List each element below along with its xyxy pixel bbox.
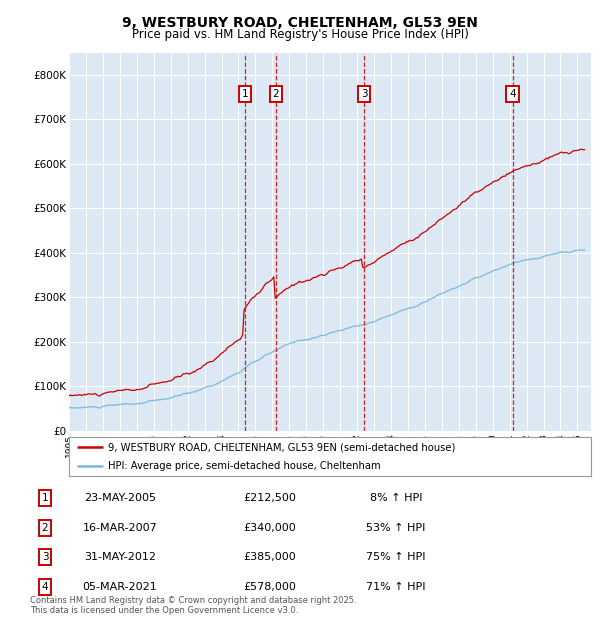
Text: Contains HM Land Registry data © Crown copyright and database right 2025.
This d: Contains HM Land Registry data © Crown c… [30, 596, 356, 615]
Text: £578,000: £578,000 [244, 582, 296, 592]
Text: 2: 2 [272, 89, 279, 99]
Text: 1: 1 [242, 89, 248, 99]
Text: HPI: Average price, semi-detached house, Cheltenham: HPI: Average price, semi-detached house,… [108, 461, 381, 471]
Text: 4: 4 [41, 582, 49, 592]
Text: 53% ↑ HPI: 53% ↑ HPI [367, 523, 425, 533]
Text: 2: 2 [41, 523, 49, 533]
Text: 16-MAR-2007: 16-MAR-2007 [83, 523, 157, 533]
Text: 31-MAY-2012: 31-MAY-2012 [84, 552, 156, 562]
Text: 8% ↑ HPI: 8% ↑ HPI [370, 493, 422, 503]
Text: 9, WESTBURY ROAD, CHELTENHAM, GL53 9EN: 9, WESTBURY ROAD, CHELTENHAM, GL53 9EN [122, 16, 478, 30]
Text: £212,500: £212,500 [244, 493, 296, 503]
Text: 71% ↑ HPI: 71% ↑ HPI [366, 582, 426, 592]
Text: 23-MAY-2005: 23-MAY-2005 [84, 493, 156, 503]
Text: £385,000: £385,000 [244, 552, 296, 562]
Text: £340,000: £340,000 [244, 523, 296, 533]
Text: 3: 3 [361, 89, 367, 99]
Text: 4: 4 [509, 89, 516, 99]
Text: 05-MAR-2021: 05-MAR-2021 [83, 582, 157, 592]
Text: 9, WESTBURY ROAD, CHELTENHAM, GL53 9EN (semi-detached house): 9, WESTBURY ROAD, CHELTENHAM, GL53 9EN (… [108, 443, 455, 453]
Text: 1: 1 [41, 493, 49, 503]
Text: 75% ↑ HPI: 75% ↑ HPI [366, 552, 426, 562]
Text: Price paid vs. HM Land Registry's House Price Index (HPI): Price paid vs. HM Land Registry's House … [131, 28, 469, 40]
Text: 3: 3 [41, 552, 49, 562]
